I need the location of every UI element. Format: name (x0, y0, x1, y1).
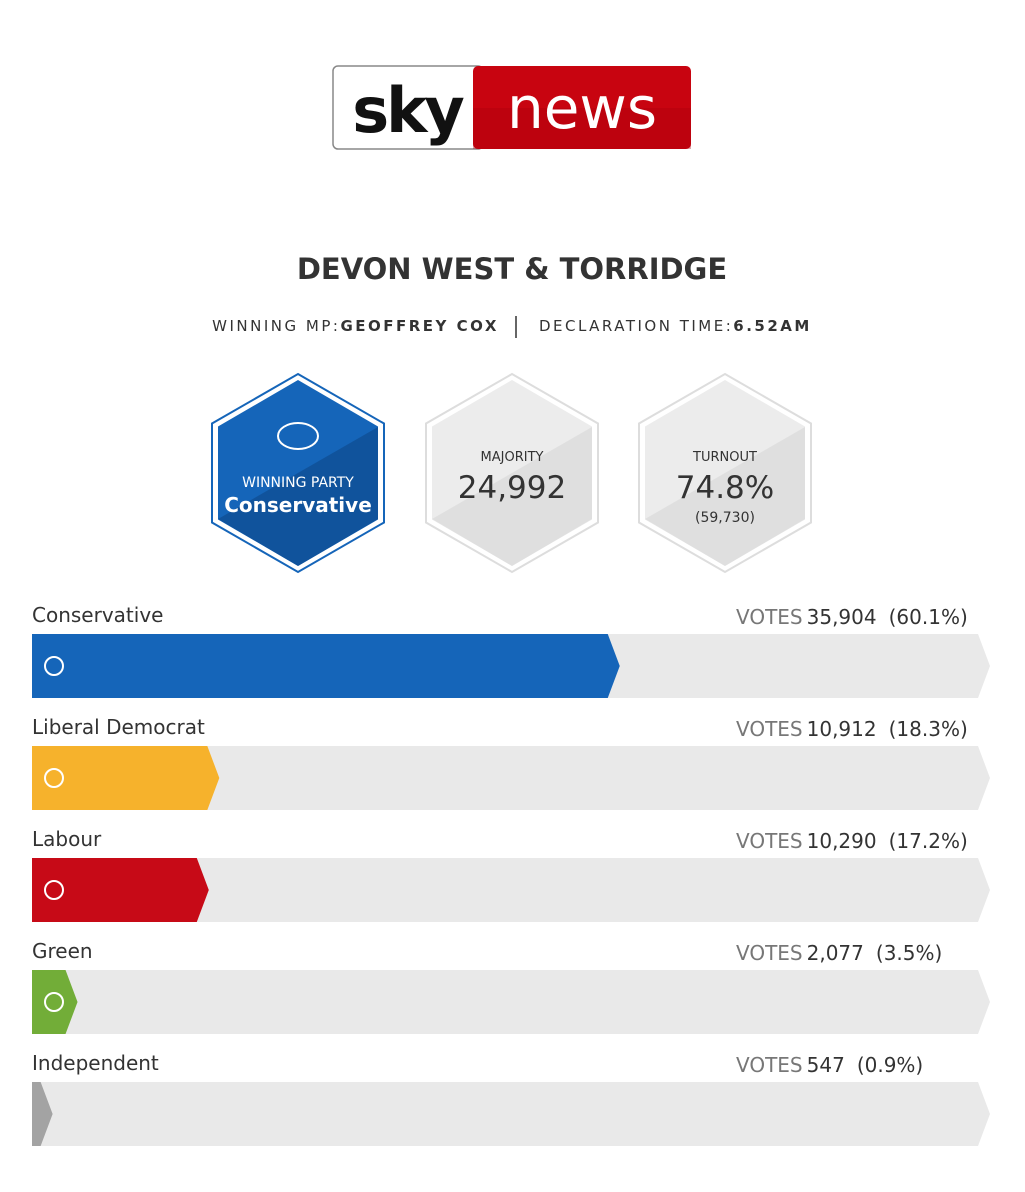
party-icon (44, 768, 64, 788)
bar-track (32, 970, 990, 1034)
votes-label: VOTES (736, 717, 803, 741)
vote-bar (32, 746, 220, 810)
vote-share: (3.5%) (876, 941, 942, 965)
votes-text: VOTES 547 (0.9%) (736, 1053, 923, 1077)
party-name: Green (32, 939, 93, 963)
votes-count: 35,904 (807, 605, 877, 629)
logo: sky news (332, 65, 691, 150)
vote-bar (32, 858, 209, 922)
votes-text: VOTES 35,904 (60.1%) (736, 605, 968, 629)
party-icon (277, 422, 319, 450)
winning-party-value: Conservative (224, 493, 372, 517)
party-name: Conservative (32, 603, 163, 627)
votes-text: VOTES 10,290 (17.2%) (736, 829, 968, 853)
votes-count: 10,912 (807, 717, 877, 741)
stats: WINNING PARTY Conservative MAJORITY 24,992 T… (211, 372, 812, 574)
party-name: Labour (32, 827, 102, 851)
party-icon (44, 992, 64, 1012)
votes-text: VOTES 10,912 (18.3%) (736, 717, 968, 741)
hexagon-shade (645, 427, 805, 566)
vote-share: (0.9%) (857, 1053, 923, 1077)
declaration-time: 6.52AM (733, 317, 812, 335)
votes-label: VOTES (736, 605, 803, 629)
turnout-label: TURNOUT (692, 450, 757, 465)
result-row: Conservative VOTES 35,904 (60.1%) (32, 603, 990, 698)
meta-line: WINNING MP:GEOFFREY COX DECLARATION TIME:… (212, 317, 812, 335)
vote-bar (32, 970, 78, 1034)
votes-label: VOTES (736, 829, 803, 853)
hexagon-shade (432, 427, 592, 566)
mp-label: WINNING MP: (212, 317, 340, 335)
results-rows: Conservative VOTES 35,904 (60.1%)Liberal De… (32, 603, 990, 1146)
result-row: Liberal Democrat VOTES 10,912 (18.3%) (32, 715, 990, 810)
declaration-label: DECLARATION TIME: (539, 317, 733, 335)
constituency-title: DEVON WEST & TORRIDGE (297, 252, 727, 286)
turnout-value: 74.8% (676, 470, 774, 506)
turnout-detail: (59,730) (695, 510, 755, 526)
result-row: Green VOTES 2,077 (3.5%) (32, 939, 990, 1034)
hexagon-shade (218, 427, 378, 566)
result-row: Independent VOTES 547 (0.9%) (32, 1051, 990, 1146)
votes-text: VOTES 2,077 (3.5%) (736, 941, 942, 965)
logo-sky: sky (352, 74, 464, 147)
votes-label: VOTES (736, 941, 803, 965)
winning-party-label: WINNING PARTY (242, 475, 354, 491)
votes-count: 547 (807, 1053, 845, 1077)
votes-label: VOTES (736, 1053, 803, 1077)
logo-news: news (507, 74, 657, 142)
party-icon (44, 656, 64, 676)
mp-name: GEOFFREY COX (340, 317, 498, 335)
bar-track (32, 746, 990, 810)
votes-count: 10,290 (807, 829, 877, 853)
vote-bar (32, 634, 620, 698)
majority-value: 24,992 (458, 470, 566, 506)
bar-track (32, 858, 990, 922)
party-name: Liberal Democrat (32, 715, 205, 739)
vote-share: (60.1%) (889, 605, 968, 629)
votes-count: 2,077 (807, 941, 864, 965)
logo-right-box (473, 66, 691, 149)
party-icon (44, 880, 64, 900)
vote-share: (18.3%) (889, 717, 968, 741)
vote-bar (32, 1082, 53, 1146)
vote-share: (17.2%) (889, 829, 968, 853)
bar-track (32, 1082, 990, 1146)
party-name: Independent (32, 1051, 159, 1075)
result-row: Labour VOTES 10,290 (17.2%) (32, 827, 990, 922)
majority-label: MAJORITY (481, 450, 544, 465)
logo-shade (473, 108, 691, 149)
